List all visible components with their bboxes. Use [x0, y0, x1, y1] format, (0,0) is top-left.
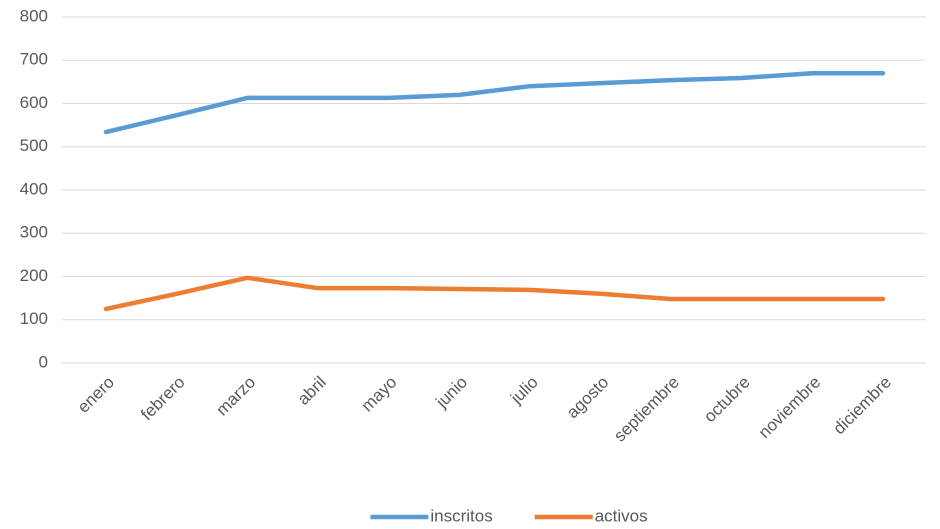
- y-tick-label: 200: [20, 266, 48, 285]
- y-tick-label: 800: [20, 6, 48, 25]
- x-tick-label: agosto: [563, 373, 613, 423]
- x-tick-label: marzo: [212, 373, 259, 420]
- line-series: [103, 275, 886, 312]
- y-tick-label: 0: [39, 352, 48, 371]
- x-tick-label: mayo: [358, 373, 401, 416]
- x-tick-label: enero: [74, 373, 118, 417]
- x-tick-label: noviembre: [755, 373, 825, 443]
- legend: inscritos activos: [370, 506, 648, 525]
- x-tick-label: abril: [294, 373, 330, 409]
- x-tick-label: octubre: [700, 373, 754, 427]
- x-tick-label: julio: [506, 373, 542, 409]
- y-tick-label: 700: [20, 50, 48, 69]
- legend-label: inscritos: [430, 506, 492, 525]
- x-tick-label: septiembre: [610, 373, 683, 446]
- y-tick-label: 100: [20, 309, 48, 328]
- y-tick-label: 300: [20, 223, 48, 242]
- x-tick-label: junio: [432, 373, 472, 413]
- y-tick-label: 400: [20, 179, 48, 198]
- x-tick-label: diciembre: [829, 373, 895, 439]
- legend-label: activos: [595, 506, 648, 525]
- y-tick-label: 600: [20, 93, 48, 112]
- x-tick-label: febrero: [137, 373, 189, 425]
- y-tick-label: 500: [20, 136, 48, 155]
- line-series: [103, 70, 886, 135]
